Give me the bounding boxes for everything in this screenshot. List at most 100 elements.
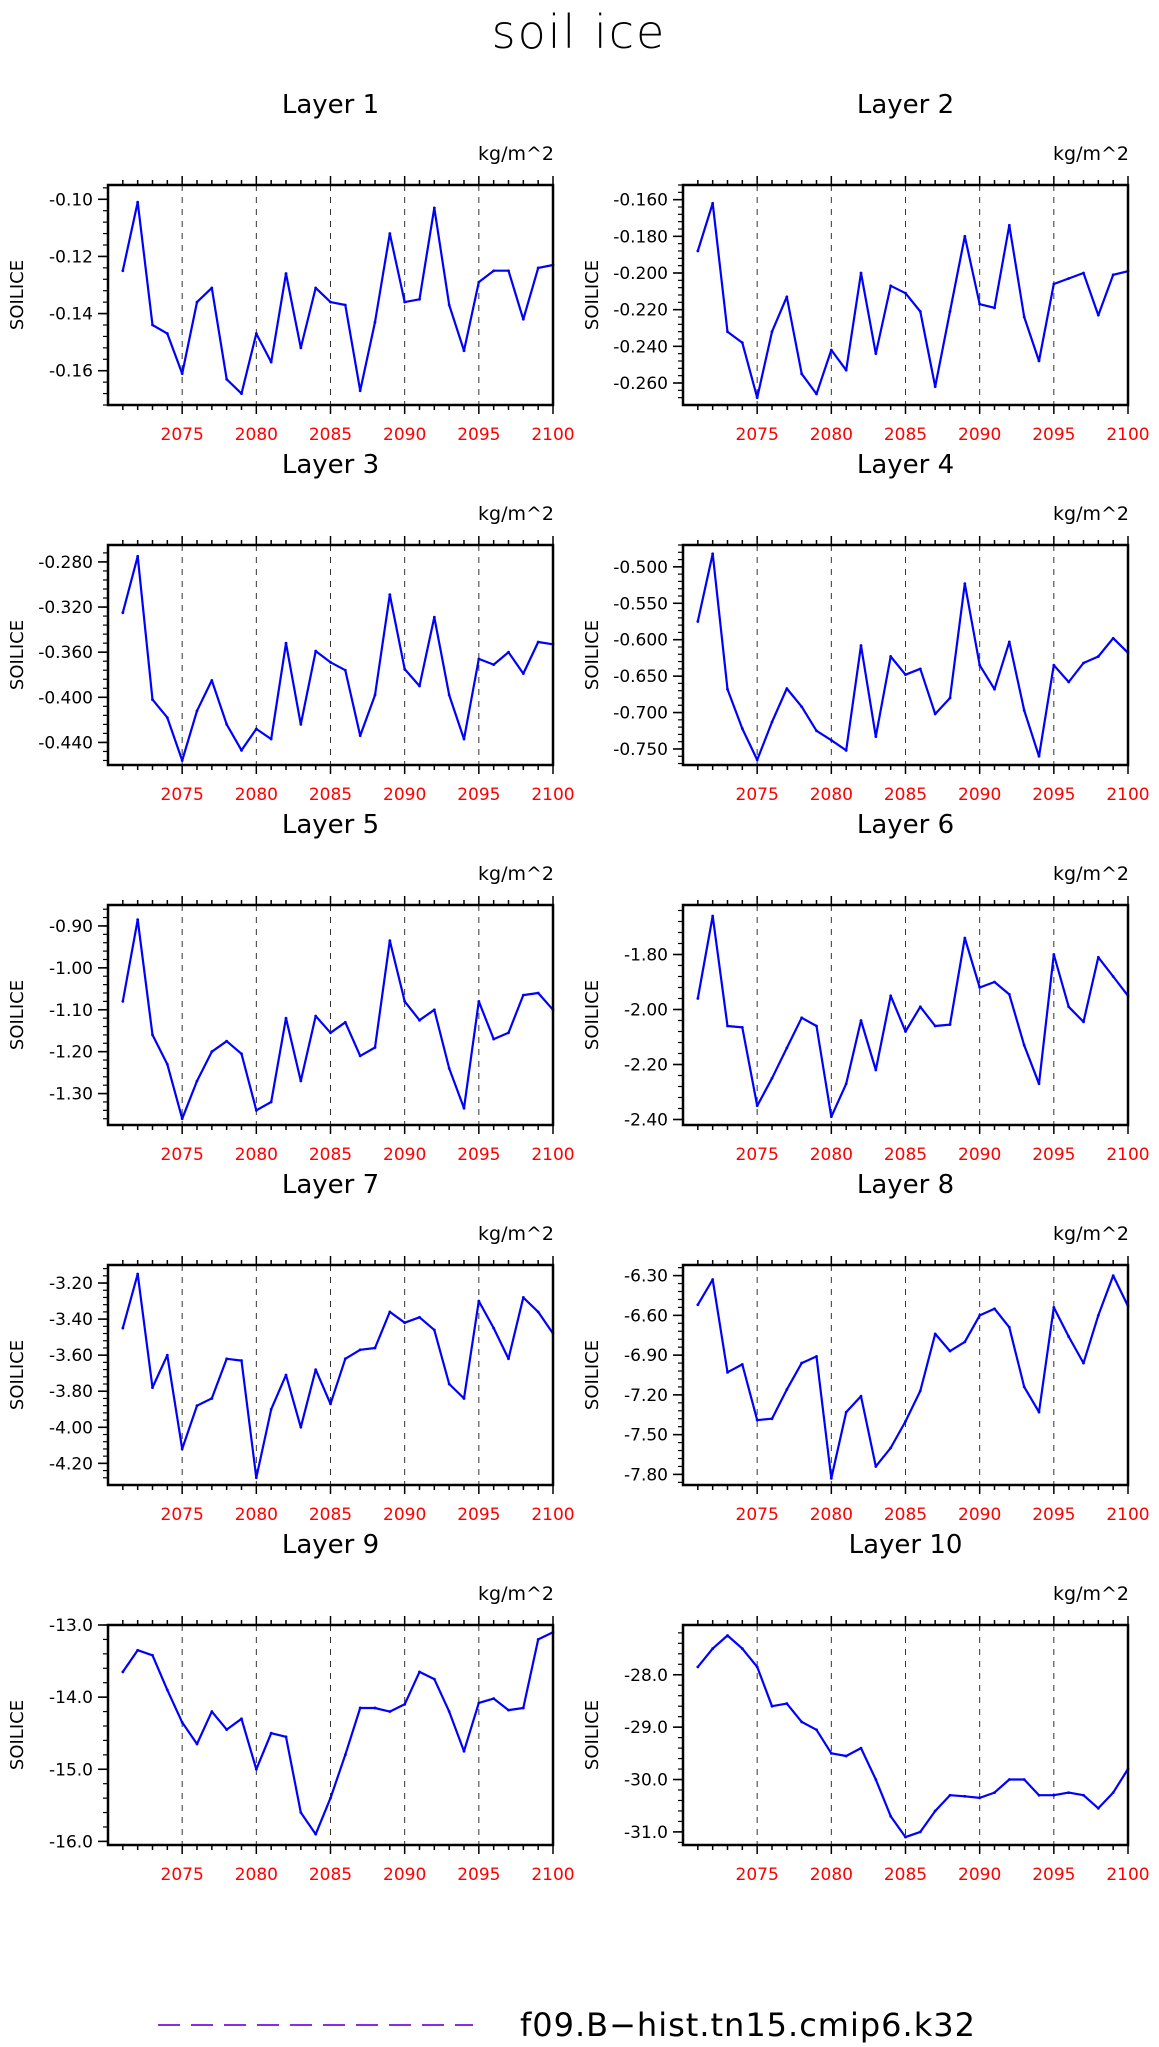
data-point [859, 1019, 863, 1022]
data-point [299, 1425, 303, 1429]
x-tick-label-bottom: 2085 [884, 785, 927, 805]
data-point [284, 272, 288, 275]
data-point [785, 1046, 789, 1050]
series-line [696, 202, 1129, 399]
x-tick-label-bottom: 2090 [383, 425, 426, 445]
data-point [210, 1710, 214, 1713]
y-tick-label: -0.10 [49, 190, 93, 210]
y-axis-label: SOILICE [7, 980, 28, 1050]
data-point [1007, 992, 1011, 996]
x-tick-label-bottom: 2095 [1032, 1865, 1075, 1885]
data-point [1067, 1005, 1071, 1009]
data-point [1111, 273, 1115, 277]
x-tick-label-bottom: 2075 [736, 425, 779, 445]
chart-panel-layer-4: Layer 4 kg/m^2 SOILICE 2075 2080 2085 2090 2095… [582, 450, 1150, 805]
y-tick-label: -0.160 [613, 191, 668, 211]
data-point [521, 1706, 525, 1710]
x-tick-label-bottom: 2080 [235, 1145, 278, 1165]
chart-panel-layer-3: Layer 3 kg/m^2 SOILICE 2075 2080 2085 2090 2095… [7, 450, 575, 805]
x-tick-label-bottom: 2085 [309, 425, 352, 445]
unit-label: kg/m^2 [478, 863, 554, 885]
data-point [696, 1303, 700, 1307]
data-point [1022, 315, 1026, 319]
data-point [477, 1701, 481, 1705]
data-point [918, 310, 922, 313]
x-tick-label-bottom: 2095 [457, 1865, 500, 1885]
unit-label: kg/m^2 [1053, 143, 1129, 165]
y-axis-label: SOILICE [582, 980, 603, 1050]
panel-title: Layer 3 [282, 450, 379, 480]
data-point [711, 1278, 715, 1281]
data-point [299, 1811, 303, 1814]
y-tick-label: -0.200 [613, 264, 668, 284]
data-point [755, 1418, 759, 1422]
data-point [136, 1648, 140, 1652]
data-point [978, 1313, 982, 1317]
data-point [269, 737, 273, 741]
x-tick-label-bottom: 2080 [810, 1865, 853, 1885]
y-tick-label: -0.360 [38, 643, 93, 663]
data-point [800, 705, 804, 709]
series-line [696, 1634, 1129, 1839]
data-point [477, 999, 481, 1003]
data-point [800, 1720, 804, 1724]
data-point [180, 759, 184, 762]
data-point [740, 727, 744, 730]
data-point [447, 1382, 451, 1386]
data-point [432, 206, 436, 210]
data-point [933, 712, 937, 716]
data-point [329, 1402, 332, 1406]
y-tick-label: -1.80 [624, 946, 668, 966]
panel-title: Layer 5 [282, 810, 379, 840]
unit-label: kg/m^2 [1053, 1223, 1129, 1245]
data-point [770, 1417, 774, 1421]
y-tick-label: -0.180 [613, 227, 668, 247]
data-point [314, 1832, 318, 1836]
data-point [711, 552, 715, 556]
data-point [815, 1728, 818, 1732]
data-point [136, 554, 140, 558]
data-point [180, 1117, 184, 1121]
data-point [507, 650, 510, 654]
data-point [329, 660, 332, 664]
x-tick-label-bottom: 2090 [383, 1865, 426, 1885]
data-point [165, 1688, 169, 1692]
data-point [521, 672, 525, 676]
data-point [740, 1025, 744, 1029]
unit-label: kg/m^2 [478, 1223, 554, 1245]
series-line [121, 555, 554, 762]
data-point [711, 201, 715, 205]
data-point [993, 1791, 996, 1795]
chart-panel-layer-6: Layer 6 kg/m^2 SOILICE 2075 2080 2085 2090 2095… [582, 810, 1150, 1165]
x-tick-label-bottom: 2100 [531, 1505, 574, 1525]
x-tick-label-bottom: 2085 [309, 1145, 352, 1165]
y-tick-label: -0.320 [38, 598, 93, 618]
data-point [507, 269, 510, 273]
data-point [462, 349, 466, 353]
x-tick-label-bottom: 2080 [235, 1865, 278, 1885]
data-point [492, 663, 496, 666]
data-point [844, 368, 848, 372]
data-point [492, 1037, 496, 1041]
data-point [151, 1653, 154, 1657]
unit-label: kg/m^2 [478, 143, 554, 165]
y-tick-label: -6.90 [624, 1346, 668, 1366]
series-line [696, 552, 1129, 762]
data-point [225, 1728, 229, 1731]
data-point [800, 372, 804, 376]
data-point [121, 1326, 125, 1330]
panel-title: Layer 4 [857, 450, 954, 480]
data-point [785, 295, 789, 299]
data-point [403, 1321, 407, 1325]
data-point [740, 341, 744, 345]
data-point [121, 611, 125, 615]
y-tick-label: -7.50 [624, 1426, 668, 1446]
y-tick-label: -0.12 [49, 247, 93, 267]
y-tick-label: -0.400 [38, 688, 93, 708]
data-point [696, 997, 700, 1000]
data-point [1052, 282, 1056, 286]
data-point [859, 1394, 863, 1398]
data-point [889, 655, 893, 658]
series-line [121, 201, 554, 395]
data-point [874, 1068, 878, 1072]
